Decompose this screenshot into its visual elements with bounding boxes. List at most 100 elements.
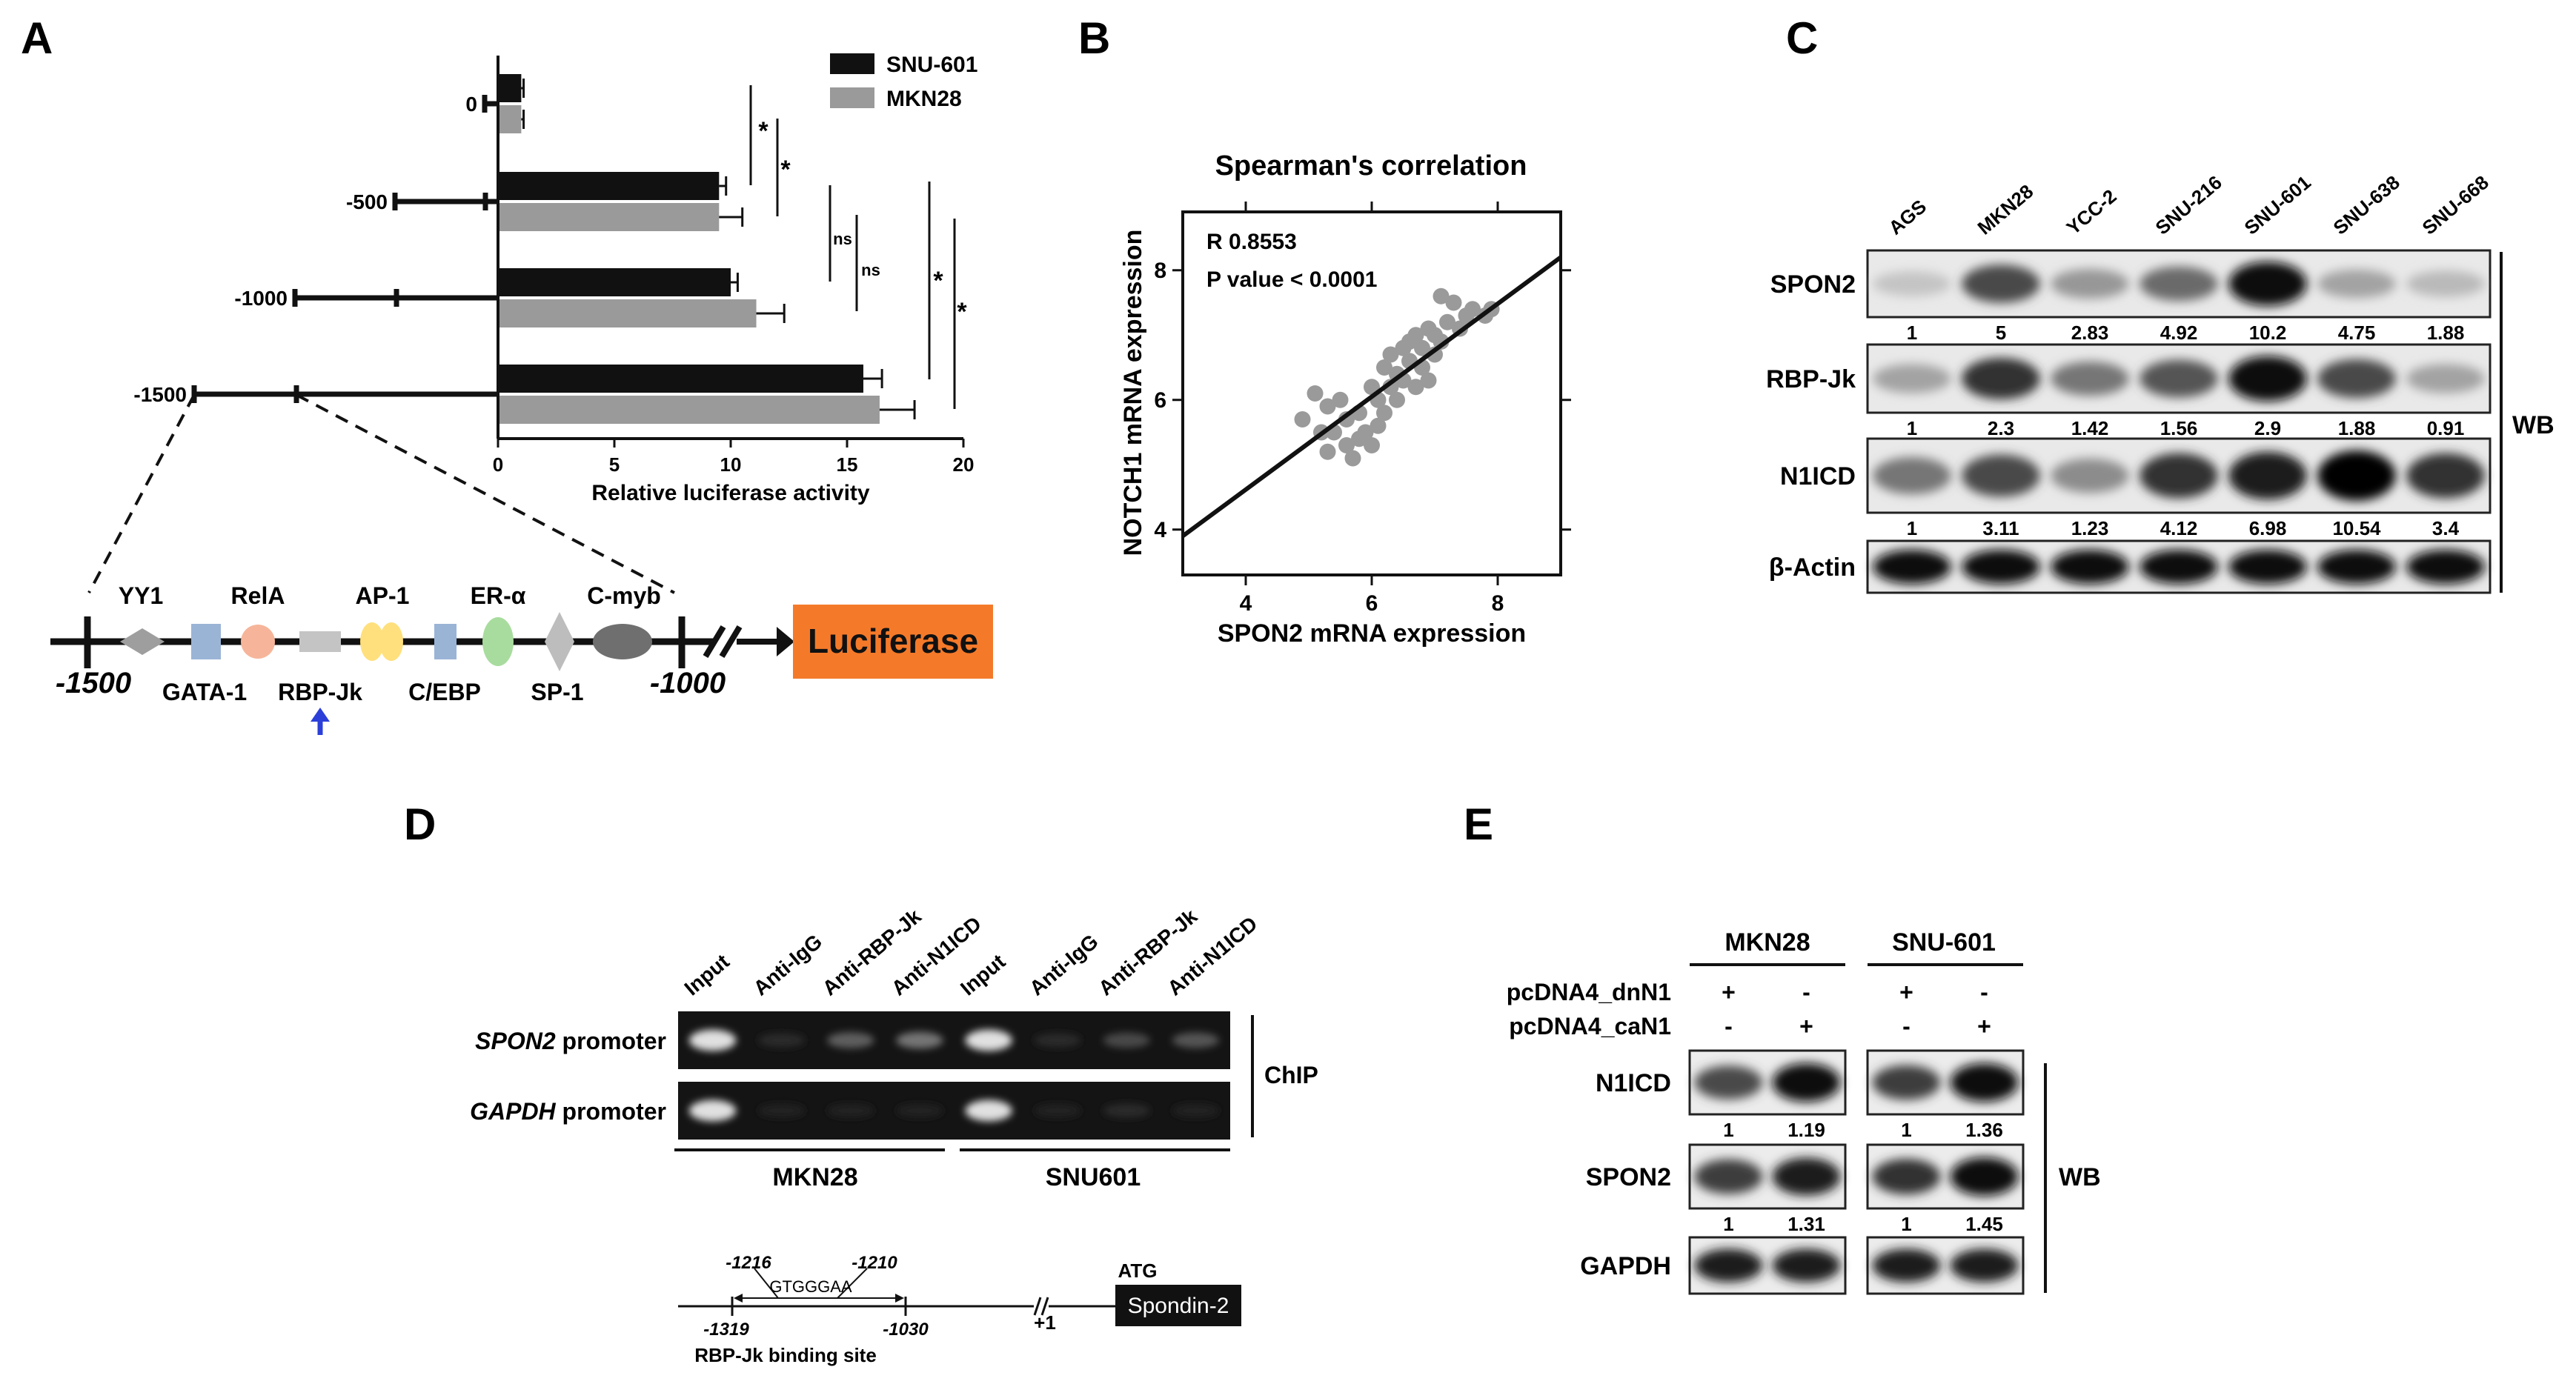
- cell-line-label: SNU-216: [2151, 171, 2226, 239]
- axis-ticks: 4 4 6 6 8 8: [1154, 202, 1571, 616]
- blot-band: [1872, 1065, 1941, 1100]
- blot-band: [2406, 270, 2485, 297]
- scatter-point: [1433, 333, 1450, 350]
- site-sequence: GTGGGAA: [769, 1277, 852, 1296]
- factor-sp1-label: SP-1: [531, 679, 583, 705]
- band-quantification: 10.2: [2249, 322, 2287, 344]
- western-blot-notch-constructs: MKN28 SNU-601 pcDNA4_dnN1 + - + - pcDNA4_caN1…: [1507, 928, 2101, 1295]
- bar: [498, 105, 522, 133]
- blot-band: [2228, 262, 2307, 306]
- gel-band: [896, 1103, 943, 1118]
- x-tick-label: 8: [1492, 591, 1504, 616]
- y-tick-label: 4: [1154, 518, 1166, 542]
- cell-line-headers: AGS MKN28 YCC-2 SNU-216 SNU-601 SNU-638 SNU-66…: [1885, 171, 2493, 239]
- cell-line-label: SNU-601: [2240, 171, 2315, 239]
- gata1-site-shape: [191, 624, 221, 659]
- gel-band: [1172, 1032, 1220, 1048]
- bar: [498, 396, 880, 424]
- er-alpha-site-shape: [482, 617, 514, 666]
- y-tick-label: 6: [1154, 388, 1166, 413]
- group-label-mkn28: MKN28: [772, 1163, 857, 1191]
- cell-line-label: YCC-2: [2062, 184, 2121, 239]
- significance-label: *: [780, 156, 791, 184]
- significance-label: *: [758, 117, 769, 145]
- scatter-point: [1420, 372, 1437, 389]
- protein-label: N1ICD: [1780, 462, 1856, 490]
- x-tick-label: 20: [953, 453, 975, 476]
- blot-band: [2140, 549, 2218, 585]
- treatment-mark: -: [1802, 979, 1810, 1005]
- x-axis: 0 5 10 15 20 Relative luciferase activity: [493, 56, 975, 505]
- gene-box: [1115, 1285, 1241, 1326]
- scatter-point: [1376, 405, 1392, 422]
- band-quantification: 1.42: [2071, 417, 2109, 439]
- scatter-point: [1370, 417, 1387, 434]
- blot-band: [1950, 1157, 2019, 1197]
- cell-line-label: AGS: [1885, 195, 1931, 239]
- blot-band: [1873, 271, 1951, 296]
- band-quantification: 6.98: [2249, 517, 2287, 539]
- band-quantification: 10.54: [2332, 517, 2381, 539]
- legend-swatch: [830, 87, 874, 108]
- chip-side-label: ChIP: [1264, 1062, 1318, 1088]
- luciferase-box: [793, 605, 993, 679]
- binding-site-map: -1216 -1210 GTGGGAA -1319 -1030 +1 ATG S…: [678, 1253, 1241, 1366]
- gel-band: [827, 1032, 874, 1048]
- blot-band: [1872, 1158, 1941, 1195]
- panel-label-d: D: [404, 799, 436, 849]
- binding-site-caption: RBP-Jk binding site: [694, 1344, 877, 1366]
- blot-band: [1873, 457, 1951, 494]
- band-quantification: 1.19: [1787, 1119, 1825, 1141]
- scatter-point: [1407, 327, 1424, 344]
- blot-band: [2051, 362, 2129, 396]
- scatter-point: [1344, 450, 1361, 467]
- blot-band: [2228, 356, 2307, 402]
- band-quantification: 1.56: [2160, 417, 2198, 439]
- tss-label: +1: [1034, 1311, 1056, 1334]
- gel-band: [965, 1029, 1012, 1051]
- band-quantification: 1: [1901, 1119, 1911, 1141]
- lane-label: Anti-IgG: [1025, 930, 1103, 1000]
- scatter-point: [1382, 346, 1399, 363]
- promoter-word: promoter: [556, 1098, 666, 1125]
- treatment-label: pcDNA4_dnN1: [1507, 979, 1671, 1005]
- rbpjk-pointer-arrow-icon: [311, 708, 330, 722]
- gel-band: [1172, 1103, 1220, 1118]
- blot-band: [2317, 549, 2396, 585]
- r-annotation: R 0.8553: [1206, 230, 1297, 254]
- blot-band: [2140, 359, 2218, 398]
- luciferase-bar-chart: 0 5 10 15 20 Relative luciferase activity 0 -5…: [133, 53, 977, 505]
- blot-band: [2406, 549, 2485, 585]
- band-quantification: 4.92: [2160, 322, 2198, 344]
- treatment-mark: +: [1722, 979, 1736, 1005]
- cell-line-label: SNU-668: [2418, 171, 2493, 239]
- construct-label: -1000: [234, 287, 288, 310]
- bar: [498, 172, 720, 200]
- blot-band: [1962, 358, 2040, 399]
- luciferase-label: Luciferase: [808, 622, 978, 660]
- panel-label-a: A: [21, 13, 53, 63]
- bar: [498, 268, 731, 296]
- panel-label-c: C: [1786, 13, 1818, 63]
- x-tick-label: 0: [493, 453, 503, 476]
- gel-band: [758, 1033, 806, 1048]
- bar: [498, 365, 863, 393]
- protein-label: β-Actin: [1769, 553, 1856, 582]
- regression-line: [1181, 255, 1562, 538]
- panel-label-b: B: [1078, 13, 1110, 63]
- treatment-mark: -: [1980, 979, 1988, 1005]
- band-quantification: 1: [1907, 417, 1917, 439]
- scatter-point: [1307, 385, 1324, 402]
- scatter-point: [1338, 411, 1355, 428]
- blot-rows: N1ICD 1 1.19 1 1.36 SPON2 1 1.31 1 1.45 GAPDH: [1580, 1049, 2025, 1295]
- blot-band: [1950, 1248, 2019, 1283]
- scatter-point: [1338, 437, 1355, 453]
- band-quantification: 2.3: [1988, 417, 2014, 439]
- blot-band: [1962, 454, 2040, 497]
- blot-band: [2051, 549, 2129, 585]
- wb-side-label: WB: [2059, 1163, 2101, 1191]
- promoter-deletion-constructs: 0 -500 -1000 -1500: [133, 93, 498, 406]
